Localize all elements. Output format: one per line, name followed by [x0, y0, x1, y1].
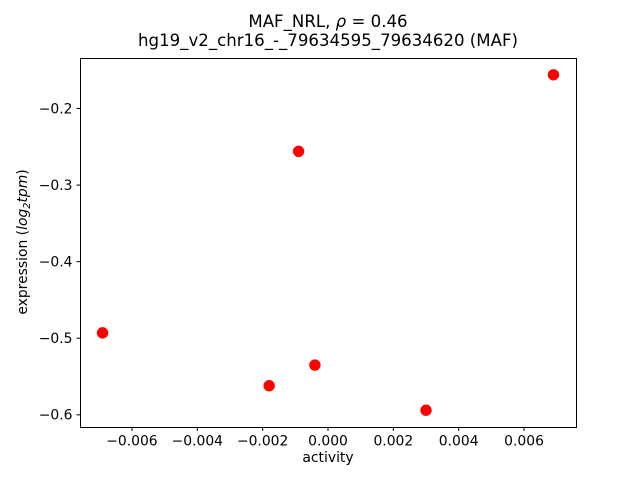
x-tick-label: 0.000: [308, 434, 348, 450]
y-axis-label-subscript: 2: [22, 202, 33, 209]
data-point: [420, 404, 432, 416]
data-point: [96, 327, 109, 339]
data-point: [309, 359, 321, 371]
chart-title-line2: hg19_v2_chr16_-_79634595_79634620 (MAF): [138, 31, 518, 50]
y-tick-label: −0.3: [39, 178, 73, 194]
y-tick-label: −0.4: [39, 254, 73, 270]
x-tick-label: −0.004: [172, 434, 224, 450]
x-tick-label: 0.006: [504, 434, 544, 450]
title-text: MAF_NRL,: [248, 12, 336, 31]
y-axis-label: expression (log2tpm): [15, 169, 33, 314]
y-tick-label: −0.6: [39, 408, 73, 424]
data-point: [263, 380, 275, 392]
y-tick-label: −0.5: [39, 331, 73, 347]
title-correlation-value: = 0.46: [346, 12, 408, 31]
title-rho-symbol: ρ: [335, 12, 347, 31]
axes-box: [80, 58, 577, 428]
data-point: [547, 69, 560, 81]
x-tick-label: 0.002: [373, 434, 413, 450]
y-tick-label: −0.2: [39, 101, 73, 117]
x-tick-label: −0.006: [106, 434, 157, 450]
y-axis-label-log: log: [15, 208, 31, 230]
x-axis-label: activity: [302, 450, 354, 466]
chart-title-line1: MAF_NRL, ρ = 0.46: [80, 12, 576, 31]
x-tick-label: 0.004: [439, 434, 479, 450]
y-axis-label-close: ): [15, 169, 31, 175]
x-tick-label: −0.002: [237, 434, 288, 450]
y-axis-label-tpm: tpm: [15, 174, 31, 203]
data-point: [292, 145, 305, 158]
chart-title: MAF_NRL, ρ = 0.46 hg19_v2_chr16_-_796345…: [80, 12, 576, 50]
y-axis-label-text: expression (: [15, 229, 31, 315]
